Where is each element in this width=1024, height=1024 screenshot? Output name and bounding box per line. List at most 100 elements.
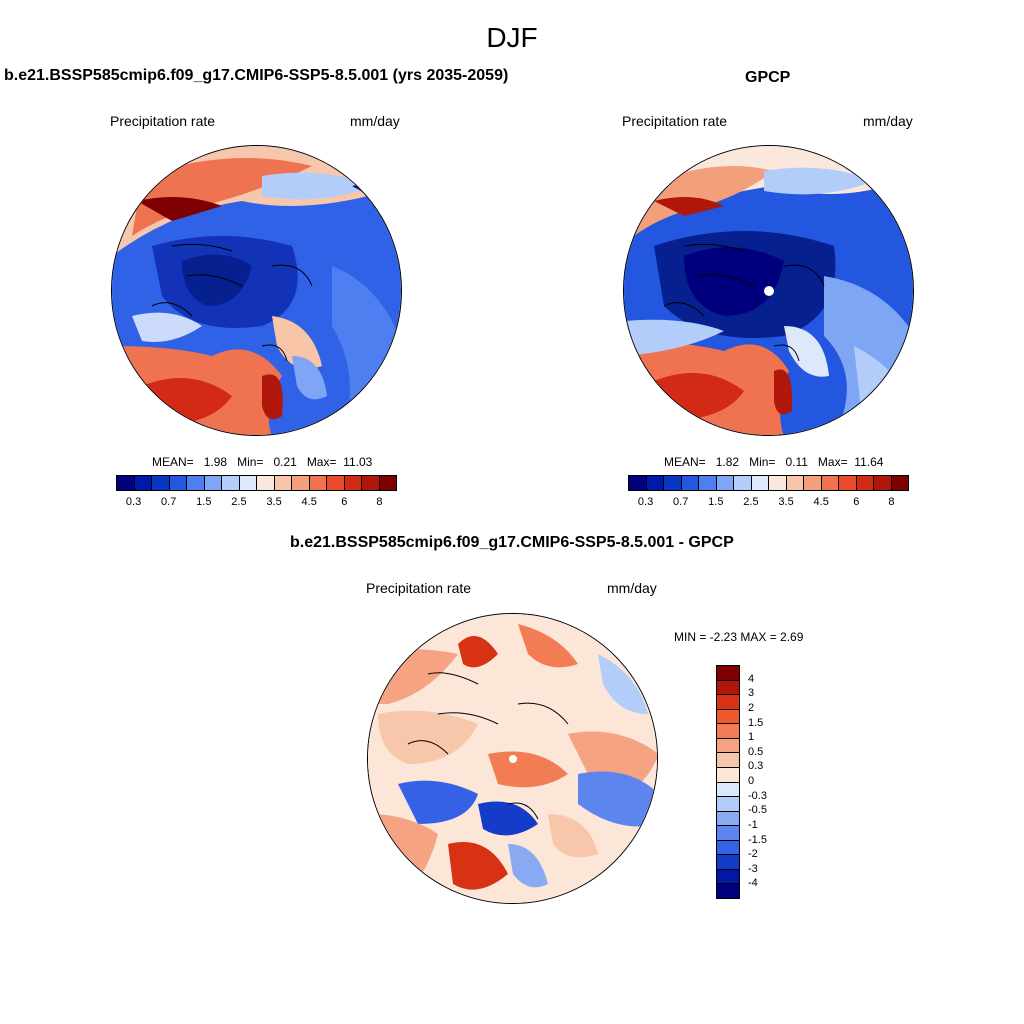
colorbar-swatch [804, 476, 822, 490]
right-max-value: 11.64 [854, 455, 884, 469]
figure-title: DJF [486, 22, 538, 53]
colorbar-tick-label: 1.5 [196, 496, 212, 508]
colorbar-swatch [204, 476, 222, 490]
colorbar-tick-label: 3.5 [778, 496, 794, 508]
right-polar-map [623, 145, 914, 436]
colorbar-swatch [856, 476, 874, 490]
colorbar-tick-label: 1.5 [708, 496, 724, 508]
right-colorbar [628, 475, 909, 491]
colorbar-swatch [717, 738, 739, 754]
colorbar-swatch [274, 476, 292, 490]
colorbar-swatch [239, 476, 257, 490]
colorbar-swatch [717, 724, 739, 739]
left-min-value: 0.21 [273, 455, 297, 469]
right-mean-label: MEAN= [664, 455, 706, 469]
colorbar-tick-label: 2.5 [231, 496, 247, 508]
colorbar-tick-label: 0.3 [125, 496, 142, 508]
colorbar-tick-label: 0.7 [673, 496, 689, 508]
colorbar-swatch [839, 476, 857, 490]
colorbar-tick-label: -1.5 [748, 833, 767, 846]
diff-panel-title: b.e21.BSSP585cmip6.f09_g17.CMIP6-SSP5-8.… [290, 534, 734, 551]
right-min-value: 0.11 [785, 455, 808, 469]
left-max-value: 11.03 [343, 455, 373, 469]
colorbar-swatch [717, 680, 739, 696]
right-units-label: mm/day [863, 113, 913, 129]
left-max-label: Max= [306, 455, 337, 469]
colorbar-swatch [152, 476, 170, 490]
right-variable-label: Precipitation rate [622, 113, 728, 129]
colorbar-swatch [717, 709, 739, 725]
colorbar-tick-label: -4 [748, 877, 758, 890]
colorbar-tick-label: 0.5 [748, 745, 764, 758]
colorbar-tick-label: 4.5 [813, 496, 829, 508]
colorbar-tick-label: -2 [748, 848, 758, 861]
colorbar-tick-label: 1 [748, 731, 755, 744]
colorbar-tick-label: -3 [748, 862, 758, 875]
colorbar-tick-label: 0.7 [161, 496, 177, 508]
left-units-label: mm/day [350, 113, 400, 129]
left-variable-label: Precipitation rate [110, 113, 216, 129]
diff-variable-label: Precipitation rate [366, 580, 472, 596]
colorbar-tick-label: 0 [748, 775, 755, 787]
colorbar-swatch [821, 476, 839, 490]
diff-polar-map [367, 613, 658, 904]
right-mean-value: 1.82 [715, 455, 740, 469]
colorbar-swatch [717, 840, 739, 856]
colorbar-swatch [717, 666, 739, 681]
colorbar-swatch [169, 476, 187, 490]
diff-minmax-text: MIN = -2.23 MAX = 2.69 [674, 630, 804, 644]
colorbar-swatch [717, 855, 739, 870]
colorbar-tick-label: 0.3 [637, 496, 654, 508]
colorbar-swatch [717, 826, 739, 841]
colorbar-tick-label: 8 [376, 496, 383, 508]
diff-colorbar [716, 665, 740, 899]
colorbar-tick-label: 6 [853, 496, 860, 508]
colorbar-swatch [769, 476, 787, 490]
colorbar-swatch [681, 476, 699, 490]
colorbar-swatch [874, 476, 892, 490]
colorbar-tick-label: 3 [748, 687, 755, 700]
right-max-label: Max= [817, 455, 848, 469]
colorbar-tick-label: 2 [748, 701, 755, 714]
colorbar-swatch [717, 797, 739, 812]
colorbar-swatch [717, 767, 739, 783]
colorbar-swatch [379, 476, 396, 490]
left-stats-line: MEAN= 1.98 Min= 0.21 Max= 11.03 [152, 455, 372, 469]
colorbar-tick-label: 8 [888, 496, 895, 508]
colorbar-tick-label: -0.5 [748, 804, 767, 817]
colorbar-swatch [786, 476, 804, 490]
colorbar-swatch [717, 869, 739, 885]
colorbar-swatch [187, 476, 205, 490]
colorbar-tick-label: 4.5 [301, 496, 317, 508]
left-colorbar [116, 475, 397, 491]
left-min-label: Min= [237, 455, 264, 469]
colorbar-swatch [751, 476, 769, 490]
colorbar-swatch [734, 476, 752, 490]
colorbar-tick-label: 1.5 [748, 716, 764, 729]
right-panel-title: GPCP [745, 69, 791, 86]
colorbar-swatch [117, 476, 135, 490]
colorbar-tick-label: 3.5 [266, 496, 282, 508]
colorbar-swatch [344, 476, 362, 490]
colorbar-swatch [717, 782, 739, 798]
right-stats-line: MEAN= 1.82 Min= 0.11 Max= 11.64 [664, 455, 883, 469]
colorbar-swatch [134, 476, 152, 490]
colorbar-swatch [891, 476, 908, 490]
colorbar-tick-label: 6 [341, 496, 348, 508]
colorbar-swatch [309, 476, 327, 490]
left-panel-title: b.e21.BSSP585cmip6.f09_g17.CMIP6-SSP5-8.… [4, 67, 509, 84]
colorbar-tick-label: -1 [748, 818, 758, 831]
colorbar-swatch [717, 753, 739, 768]
colorbar-swatch [222, 476, 240, 490]
colorbar-swatch [646, 476, 664, 490]
colorbar-tick-label: 0.3 [748, 760, 764, 773]
colorbar-swatch [699, 476, 717, 490]
colorbar-swatch [717, 695, 739, 710]
colorbar-tick-label: 4 [748, 672, 755, 685]
colorbar-swatch [327, 476, 345, 490]
colorbar-swatch [717, 884, 739, 898]
left-mean-label: MEAN= [152, 455, 194, 469]
right-min-label: Min= [749, 455, 776, 469]
colorbar-swatch [717, 811, 739, 827]
diff-units-label: mm/day [607, 580, 657, 596]
